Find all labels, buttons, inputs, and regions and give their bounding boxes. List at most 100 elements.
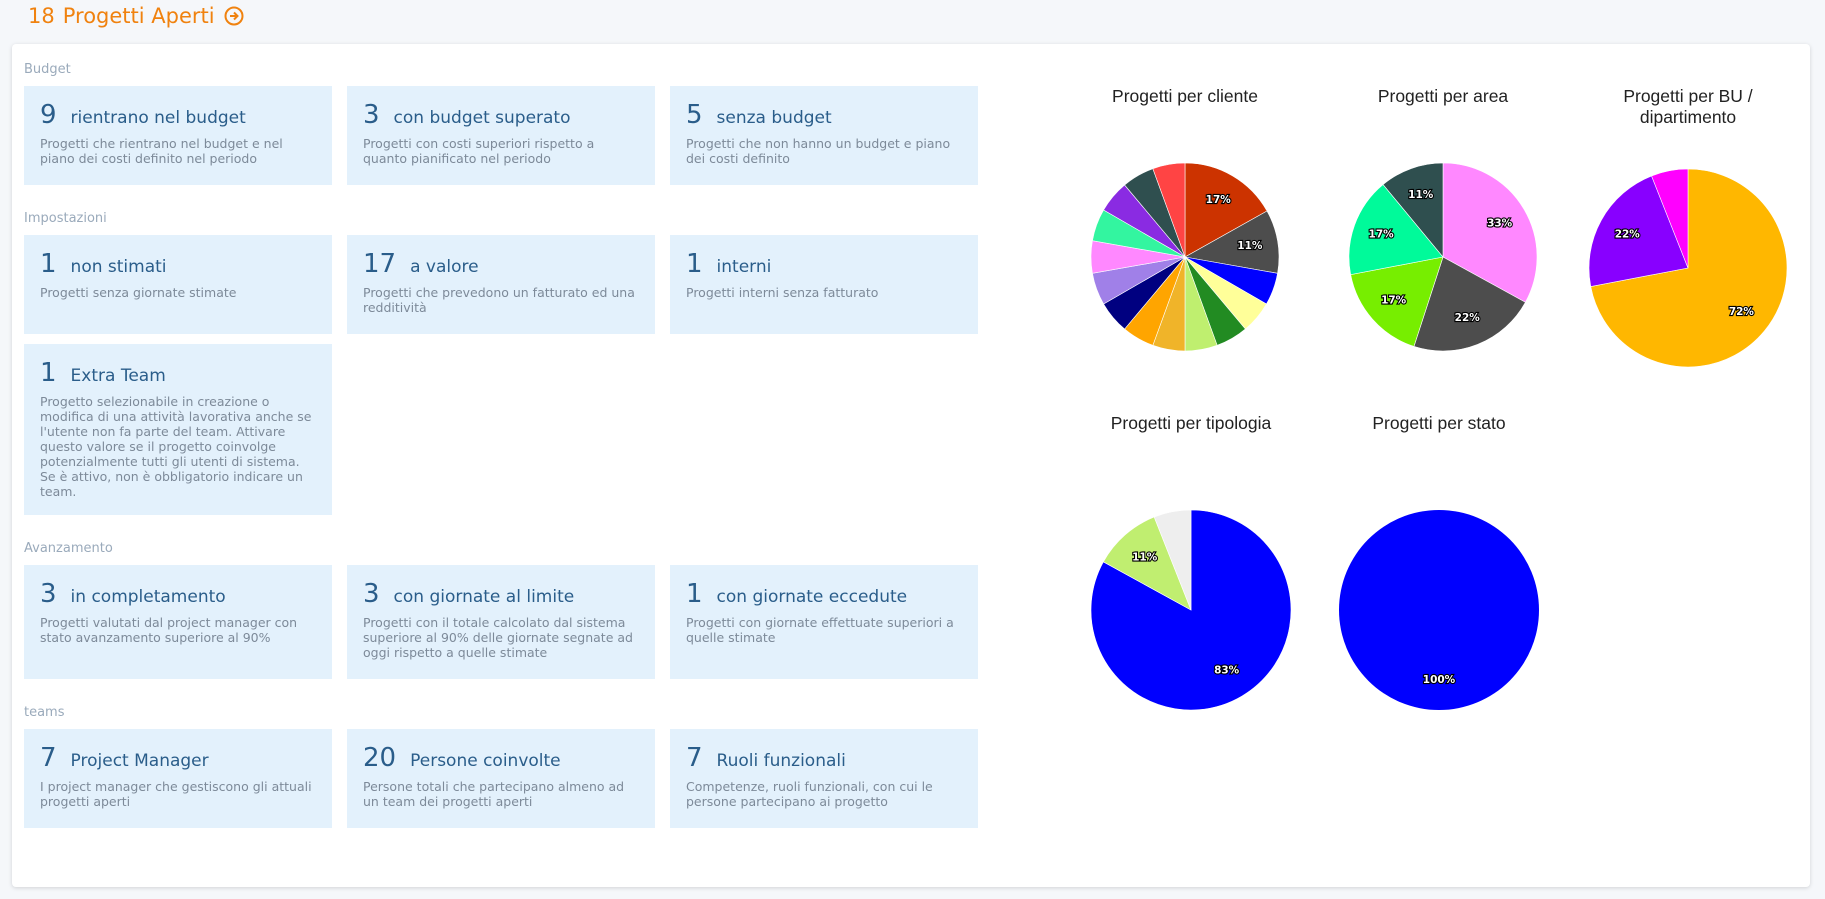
kpi-card: 1 Extra Team Progetto selezionabile in cre… xyxy=(24,344,332,515)
pie-svg: 33% 22% 17% 17% 11% xyxy=(1348,162,1538,352)
header[interactable]: 18 Progetti Aperti xyxy=(28,4,245,28)
pie-slice xyxy=(1184,162,1268,258)
card-value: 5 xyxy=(686,100,703,130)
card-label: con giornate al limite xyxy=(393,587,575,607)
card-value: 1 xyxy=(686,249,703,279)
card-description: Progetti valutati dal project manager co… xyxy=(40,615,298,645)
pie-slice xyxy=(1442,162,1538,303)
pie-svg: 100% xyxy=(1339,510,1539,710)
card-head: 1 non stimati xyxy=(40,249,316,279)
pie-slice xyxy=(1339,510,1539,710)
slice-label: 17% xyxy=(1206,194,1232,206)
arrow-icon[interactable] xyxy=(223,5,245,27)
card-description: I project manager che gestiscono gli att… xyxy=(40,779,312,809)
card-value: 1 xyxy=(686,579,703,609)
card-head: 7 Ruoli funzionali xyxy=(686,743,962,773)
card-label: interni xyxy=(716,257,772,277)
card-description: Progetti che prevedono un fatturato ed u… xyxy=(363,285,635,315)
kpi-card: 3 con budget superato Progetti con costi s… xyxy=(347,86,655,185)
card-label: in completamento xyxy=(70,587,226,607)
pie-slice xyxy=(1348,184,1444,275)
pie-chart: 17% 11% Progetti per cliente xyxy=(1070,64,1300,394)
card-description: Progetti interni senza fatturato xyxy=(686,285,879,300)
pie-svg: 72% 22% xyxy=(1588,168,1788,368)
card-head: 17 a valore xyxy=(363,249,639,279)
pie-slice xyxy=(1413,256,1526,352)
card-value: 20 xyxy=(363,743,397,773)
card-grid: 1 non stimati Progetti senza giornate stim… xyxy=(24,235,994,515)
slice-label: 22% xyxy=(1455,312,1481,324)
kpi-card: 20 Persone coinvolte Persone totali che pa… xyxy=(347,729,655,828)
slice-label: 100% xyxy=(1423,674,1456,686)
pie-svg: 83% 11% xyxy=(1090,509,1292,711)
kpi-area: Budget 9 rientrano nel budget Progetti che … xyxy=(24,62,994,854)
card-value: 3 xyxy=(363,100,380,130)
pie-chart: 100% Progetti per stato xyxy=(1324,391,1554,721)
section-label: Budget xyxy=(24,62,71,77)
kpi-card: 7 Project Manager I project manager che ge… xyxy=(24,729,332,828)
card-label: senza budget xyxy=(716,108,832,128)
card-description: Progetti senza giornate stimate xyxy=(40,285,237,300)
chart-title: Progetti per stato xyxy=(1372,413,1506,433)
card-label: Ruoli funzionali xyxy=(716,751,846,771)
card-head: 1 con giornate eccedute xyxy=(686,579,962,609)
kpi-card: 1 non stimati Progetti senza giornate stim… xyxy=(24,235,332,334)
header-count: 18 xyxy=(28,4,55,28)
slice-label: 11% xyxy=(1132,551,1158,563)
card-value: 3 xyxy=(363,579,380,609)
card-head: 7 Project Manager xyxy=(40,743,316,773)
card-label: non stimati xyxy=(70,257,167,277)
kpi-card: 17 a valore Progetti che prevedono un fatt… xyxy=(347,235,655,334)
card-label: a valore xyxy=(410,257,479,277)
card-head: 5 senza budget xyxy=(686,100,962,130)
card-head: 20 Persone coinvolte xyxy=(363,743,639,773)
card-head: 9 rientrano nel budget xyxy=(40,100,316,130)
kpi-card: 3 con giornate al limite Progetti con il t… xyxy=(347,565,655,679)
slice-label: 33% xyxy=(1487,218,1513,230)
section: teams 7 Project Manager I project manager c… xyxy=(24,705,994,828)
kpi-card: 3 in completamento Progetti valutati dal p… xyxy=(24,565,332,679)
slice-label: 17% xyxy=(1369,229,1395,241)
card-grid: 7 Project Manager I project manager che ge… xyxy=(24,729,994,828)
card-value: 9 xyxy=(40,100,57,130)
kpi-card: 7 Ruoli funzionali Competenze, ruoli funzi… xyxy=(670,729,978,828)
pie-slice xyxy=(1651,168,1689,269)
kpi-card: 1 con giornate eccedute Progetti con giorn… xyxy=(670,565,978,679)
pie-slice xyxy=(1382,162,1444,258)
card-head: 1 interni xyxy=(686,249,962,279)
card-label: Persone coinvolte xyxy=(410,751,561,771)
chart-title: Progetti per BU / dipartimento xyxy=(1623,86,1753,127)
kpi-card: 1 interni Progetti interni senza fatturato xyxy=(670,235,978,334)
card-label: con giornate eccedute xyxy=(716,587,908,607)
section-label: Impostazioni xyxy=(24,211,107,226)
card-head: 3 con giornate al limite xyxy=(363,579,639,609)
kpi-card: 9 rientrano nel budget Progetti che rientr… xyxy=(24,86,332,185)
header-title: Progetti Aperti xyxy=(62,4,215,28)
chart-title: Progetti per area xyxy=(1377,86,1509,106)
slice-label: 83% xyxy=(1214,664,1240,676)
pie-svg: 17% 11% xyxy=(1090,162,1280,352)
pie-slice xyxy=(1588,175,1689,287)
slice-label: 11% xyxy=(1408,189,1434,201)
panel: Budget 9 rientrano nel budget Progetti che … xyxy=(12,44,1810,887)
card-description: Progetto selezionabile in creazione o mo… xyxy=(40,394,312,499)
pie-chart: 72% 22% Progetti per BU / dipartimento xyxy=(1573,64,1803,394)
pie-slice xyxy=(1102,516,1192,611)
card-description: Persone totali che partecipano almeno ad… xyxy=(363,779,625,809)
card-value: 17 xyxy=(363,249,397,279)
card-value: 1 xyxy=(40,358,57,388)
pie-slice xyxy=(1350,256,1444,347)
card-head: 3 con budget superato xyxy=(363,100,639,130)
pie-chart: 83% 11% Progetti per tipologia xyxy=(1076,391,1306,721)
card-label: Extra Team xyxy=(70,366,166,386)
pie-slice xyxy=(1152,162,1186,258)
card-description: Progetti con il totale calcolato dal sis… xyxy=(363,615,633,660)
card-description: Progetti con costi superiori rispetto a … xyxy=(363,136,595,166)
pie-chart: 33% 22% 17% 17% 11% Progetti per area xyxy=(1328,64,1558,394)
slice-label: 22% xyxy=(1615,229,1641,241)
card-value: 1 xyxy=(40,249,57,279)
card-description: Progetti con giornate effettuate superio… xyxy=(686,615,954,645)
card-label: con budget superato xyxy=(393,108,571,128)
pie-slice xyxy=(1153,509,1192,611)
